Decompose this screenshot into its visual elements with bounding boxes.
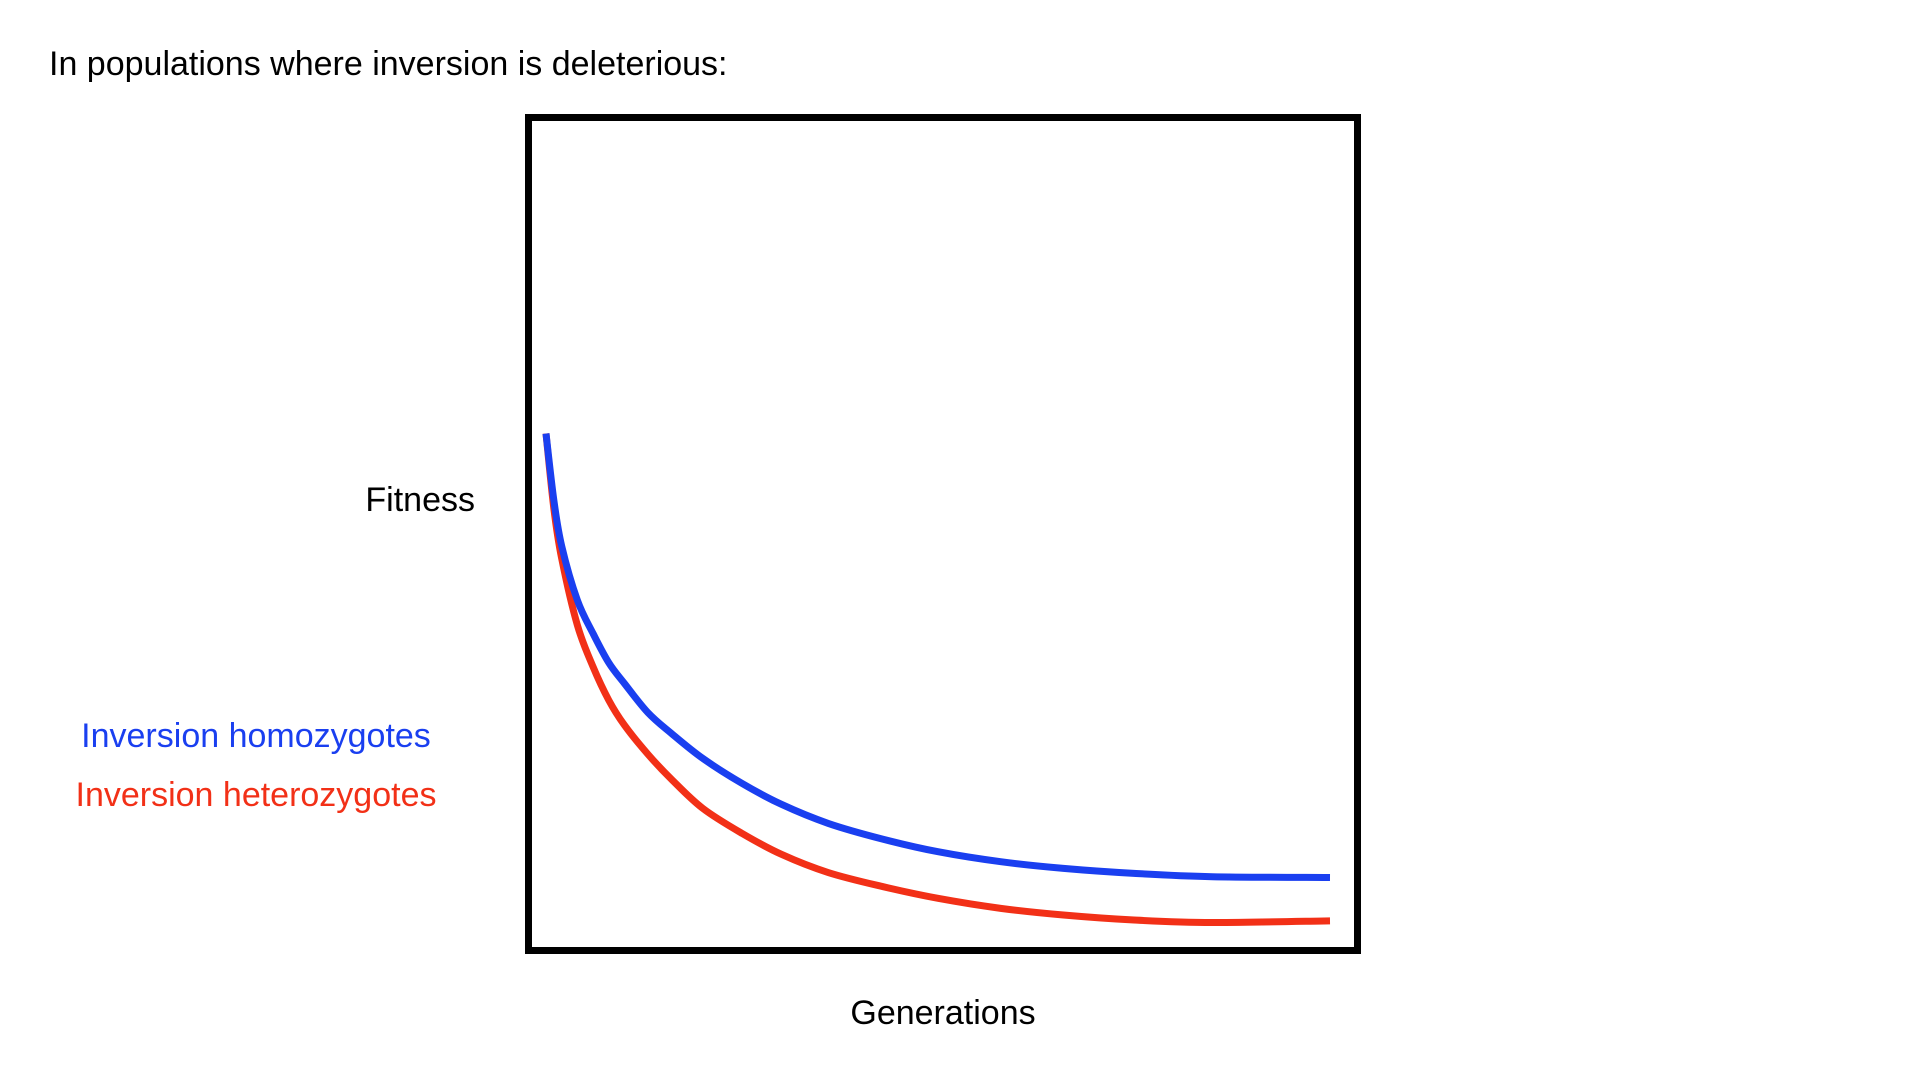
series-line-homozygotes	[542, 433, 1331, 882]
plot-frame	[525, 114, 1361, 954]
legend-item-homozygotes: Inversion homozygotes	[81, 717, 431, 755]
y-axis-label: Fitness	[365, 481, 475, 519]
series-layer	[542, 433, 1331, 927]
x-axis-label: Generations	[850, 994, 1036, 1032]
legend-item-heterozygotes: Inversion heterozygotes	[75, 776, 437, 814]
series-line-heterozygotes	[542, 433, 1331, 927]
legend: Inversion homozygotes Inversion heterozy…	[56, 716, 456, 834]
slide-title: In populations where inversion is delete…	[49, 45, 728, 83]
